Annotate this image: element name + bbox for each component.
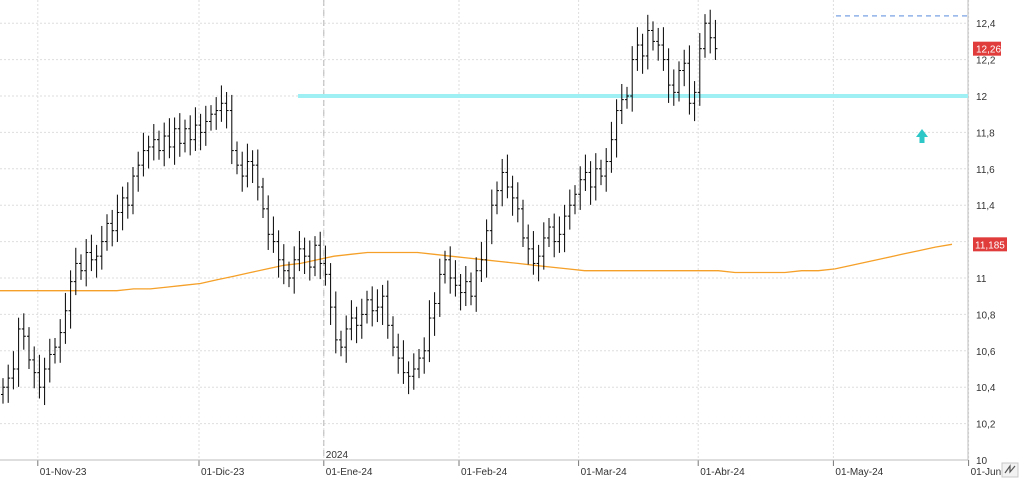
y-tick-label: 10,6 [976, 347, 996, 358]
x-tick-label: 01-Nov-23 [40, 467, 87, 478]
x-tick-label: 01-Mar-24 [581, 467, 628, 478]
x-tick-label: 01-Feb-24 [461, 467, 508, 478]
moving-average-label: 11,185 [975, 240, 1005, 251]
up-arrow-icon [916, 129, 928, 143]
x-tick-label: 01-Jun-2 [971, 467, 1011, 478]
y-tick-label: 11,4 [976, 201, 995, 212]
y-tick-label: 10,8 [976, 310, 996, 321]
y-tick-label: 12,2 [976, 56, 996, 67]
y-tick-label: 12,4 [976, 19, 996, 30]
x-tick-label: 01-May-24 [835, 467, 883, 478]
y-tick-label: 10,4 [976, 383, 996, 394]
y-tick-label: 11,6 [976, 165, 995, 176]
x-tick-label: 01-Ene-24 [326, 467, 373, 478]
year-label: 2024 [326, 450, 349, 461]
last-price-badge [973, 41, 1001, 56]
x-tick-label: 01-Dic-23 [201, 467, 245, 478]
moving-average-badge [973, 237, 1007, 252]
y-tick-label: 11,8 [976, 128, 995, 139]
last-price-label: 12,26 [976, 45, 1001, 56]
y-tick-label: 10 [976, 456, 988, 467]
y-tick-label: 12 [976, 92, 988, 103]
zoom-toggle-icon [1004, 464, 1016, 474]
y-tick-label: 10,2 [976, 420, 996, 431]
y-tick-label: 11 [976, 274, 987, 285]
x-tick-label: 01-Abr-24 [700, 467, 745, 478]
